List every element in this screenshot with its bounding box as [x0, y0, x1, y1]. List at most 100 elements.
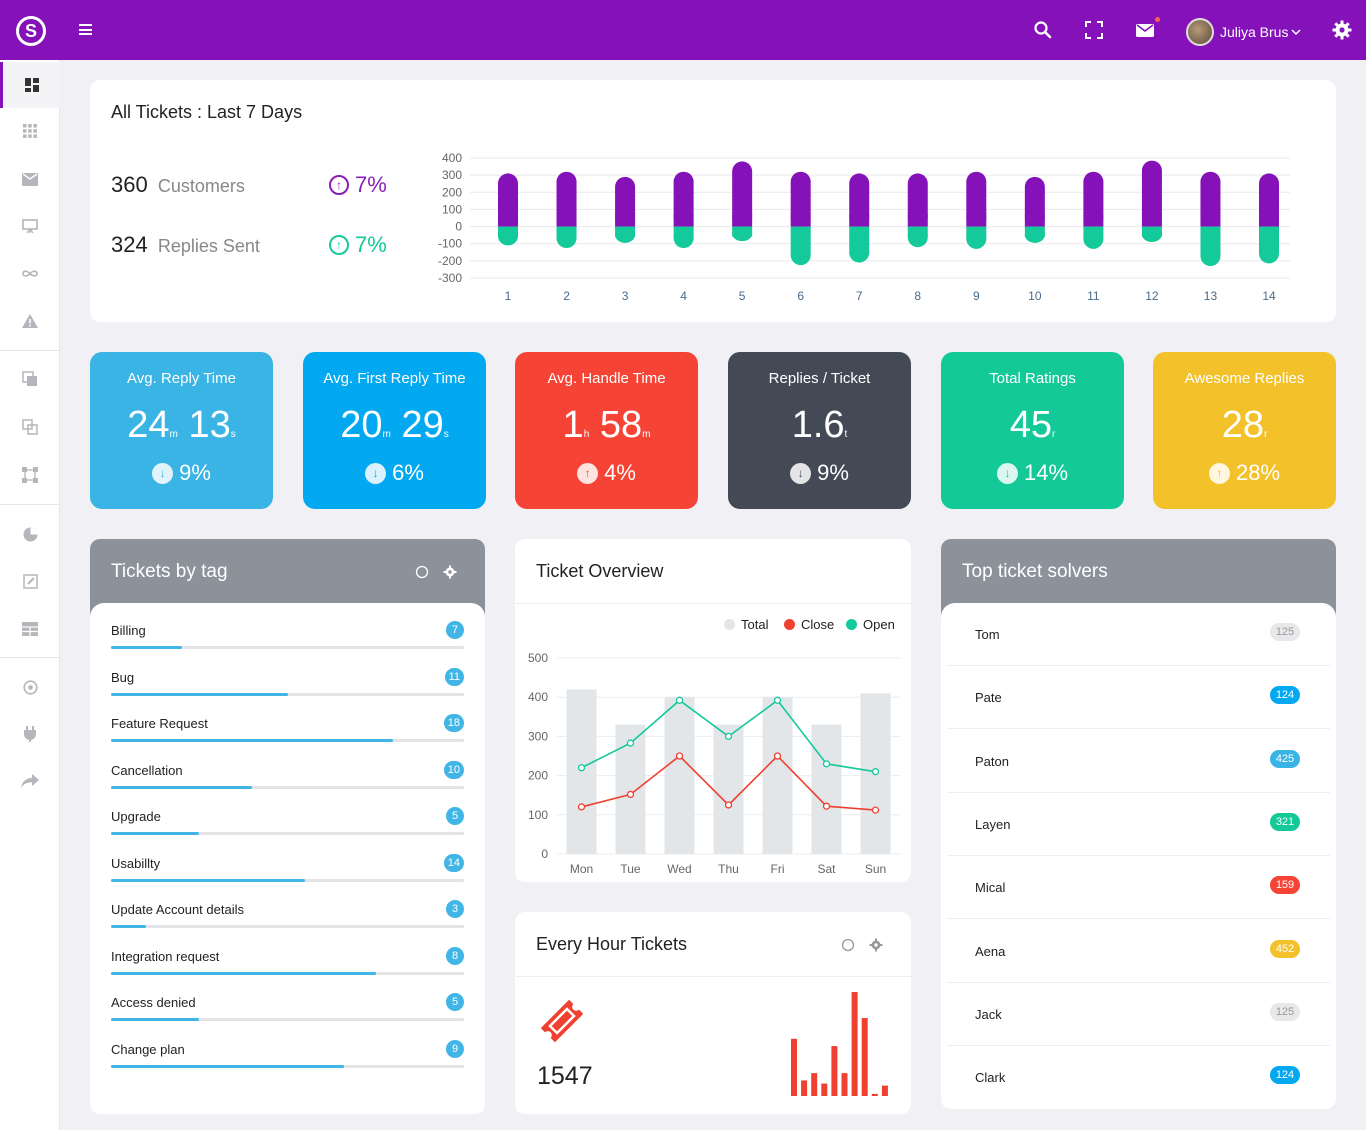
bar-positive[interactable] [732, 161, 753, 227]
legend-open[interactable]: Open [846, 617, 895, 632]
point-open[interactable] [724, 732, 733, 741]
point-close[interactable] [822, 802, 831, 810]
hour-bar[interactable] [861, 1018, 868, 1096]
tag-row[interactable]: Upgrade 5 [111, 789, 464, 835]
bar-positive[interactable] [966, 171, 987, 227]
sidebar-item-shapes[interactable] [0, 452, 60, 498]
sidebar-item-plugins[interactable] [0, 711, 60, 757]
bar-total[interactable] [664, 697, 695, 854]
hour-bar[interactable] [831, 1046, 838, 1096]
bar-total[interactable] [811, 724, 842, 854]
bar-total[interactable] [762, 697, 793, 854]
hour-bar[interactable] [841, 1073, 848, 1096]
solver-row[interactable]: Tom 125 [947, 603, 1330, 666]
point-open[interactable] [822, 760, 831, 768]
bar-positive[interactable] [790, 171, 811, 227]
kpi-tile[interactable]: Avg. Reply Time 24m 13s ↓ 9% [90, 352, 273, 509]
tag-row[interactable]: Bug 11 [111, 650, 464, 696]
bar-positive[interactable] [1024, 176, 1045, 227]
kpi-tile[interactable]: Awesome Replies 28r ↑ 28% [1153, 352, 1336, 509]
sidebar-item-maps[interactable] [0, 664, 60, 710]
solver-row[interactable]: Clark 124 [947, 1046, 1330, 1109]
user-menu[interactable]: Juliya Brus [1186, 17, 1301, 47]
gear-icon[interactable] [443, 565, 457, 579]
menu-toggle-icon[interactable] [79, 24, 92, 35]
table-icon [22, 622, 38, 636]
bar-total[interactable] [713, 724, 744, 854]
tag-row[interactable]: Cancellation 10 [111, 743, 464, 789]
solver-row[interactable]: Mical 159 [947, 856, 1330, 920]
solver-row[interactable]: Aena 452 [947, 920, 1330, 983]
legend-total[interactable]: Total [724, 617, 768, 632]
solver-row[interactable]: Jack 125 [947, 983, 1330, 1046]
kpi-tile[interactable]: Avg. Handle Time 1h 58m ↑ 4% [515, 352, 698, 509]
refresh-icon[interactable] [841, 938, 855, 952]
gear-icon[interactable] [1332, 20, 1352, 40]
sidebar-item-charts[interactable] [0, 511, 60, 557]
sidebar-item-alerts[interactable] [0, 298, 60, 344]
kpi-tile[interactable]: Avg. First Reply Time 20m 29s ↓ 6% [303, 352, 486, 509]
point-close[interactable] [577, 803, 586, 811]
bar-positive[interactable] [1200, 171, 1221, 227]
bar-positive[interactable] [1259, 173, 1279, 227]
bar-positive[interactable] [615, 176, 636, 227]
bar-positive[interactable] [498, 173, 518, 227]
hour-bar[interactable] [871, 1093, 878, 1096]
refresh-icon[interactable] [415, 565, 429, 579]
kpi-tile[interactable]: Replies / Ticket 1.6t ↓ 9% [728, 352, 911, 509]
sidebar-item-share[interactable] [0, 758, 60, 804]
bar-positive[interactable] [1083, 171, 1104, 227]
point-open[interactable] [675, 696, 684, 704]
mail-icon[interactable] [1135, 20, 1155, 40]
gear-icon[interactable] [869, 938, 883, 952]
tag-row[interactable]: Change plan 9 [111, 1022, 464, 1068]
hour-bar[interactable] [811, 1073, 818, 1096]
tag-row[interactable]: Access denied 5 [111, 975, 464, 1021]
tag-progress-track [111, 646, 464, 649]
bar-positive[interactable] [907, 173, 928, 227]
hour-bar[interactable] [821, 1083, 828, 1096]
sidebar-item-integrations[interactable] [0, 251, 60, 297]
tag-row[interactable]: Feature Request 18 [111, 696, 464, 742]
brand-logo[interactable]: S [16, 16, 46, 46]
sidebar-item-mail[interactable] [0, 156, 60, 202]
tag-row[interactable]: Usabillty 14 [111, 836, 464, 882]
tag-row[interactable]: Integration request 8 [111, 929, 464, 975]
point-open[interactable] [773, 696, 782, 704]
kpi-tile[interactable]: Total Ratings 45r ↓ 14% [941, 352, 1124, 509]
point-open[interactable] [871, 768, 880, 776]
point-close[interactable] [871, 806, 880, 814]
sidebar-item-dashboard[interactable] [0, 62, 60, 108]
fullscreen-icon[interactable] [1084, 20, 1104, 40]
customers-stat: 360 Customers [111, 172, 245, 198]
point-open[interactable] [577, 764, 586, 772]
sidebar-item-apps[interactable] [0, 108, 60, 154]
point-close[interactable] [773, 752, 782, 760]
tag-row[interactable]: Update Account details 3 [111, 882, 464, 928]
bar-positive[interactable] [1141, 160, 1162, 227]
sidebar-item-presentation[interactable] [0, 203, 60, 249]
hour-bar[interactable] [791, 1038, 797, 1096]
point-close[interactable] [724, 801, 733, 809]
sidebar-item-tables[interactable] [0, 606, 60, 652]
sidebar-item-layers[interactable] [0, 404, 60, 450]
sidebar-item-copy[interactable] [0, 356, 60, 402]
sidebar-item-forms[interactable] [0, 558, 60, 604]
point-close[interactable] [626, 790, 635, 799]
solver-row[interactable]: Layen 321 [947, 793, 1330, 856]
solver-row[interactable]: Pate 124 [947, 666, 1330, 730]
x-tick-label: 4 [680, 289, 687, 303]
hour-bar[interactable] [881, 1085, 888, 1096]
search-icon[interactable] [1033, 20, 1053, 40]
solver-row[interactable]: Paton 425 [947, 730, 1330, 793]
point-close[interactable] [675, 752, 684, 760]
bar-positive[interactable] [849, 173, 870, 227]
point-open[interactable] [626, 739, 635, 747]
tag-row[interactable]: Billing 7 [111, 603, 464, 649]
bar-positive[interactable] [556, 171, 577, 227]
bar-positive[interactable] [673, 171, 694, 227]
hour-bar[interactable] [801, 1080, 808, 1096]
legend-close[interactable]: Close [784, 617, 834, 632]
hour-bar[interactable] [851, 992, 858, 1096]
bar-total[interactable] [566, 689, 597, 854]
